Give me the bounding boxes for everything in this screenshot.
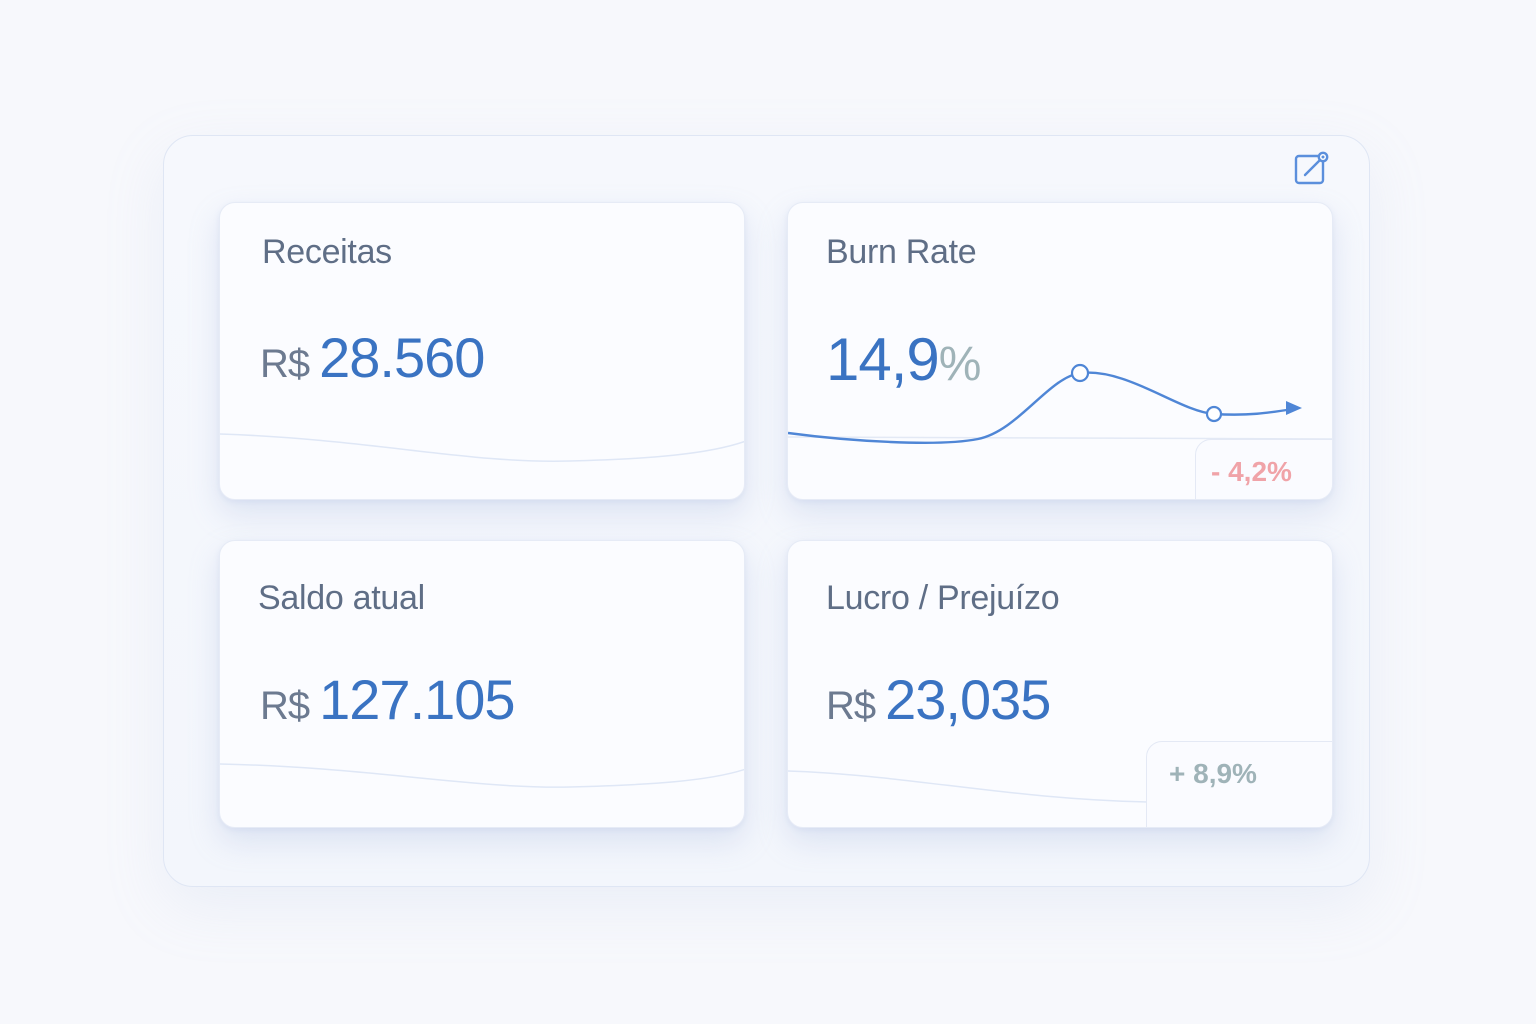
change-badge: - 4,2% [1195, 439, 1332, 499]
currency-label: R$ [826, 684, 876, 728]
card-value: 14,9 % [826, 325, 981, 394]
edit-square-icon [1294, 151, 1329, 185]
chart-point [1205, 405, 1223, 423]
edit-button[interactable] [1292, 150, 1330, 188]
currency-label: R$ [260, 342, 310, 386]
card-lucro-prejuizo[interactable]: Lucro / Prejuízo R$ 23,035 + 8,9% [787, 540, 1333, 828]
change-value: - 4,2% [1211, 456, 1292, 487]
wave-decoration [220, 433, 744, 462]
wave-decoration [220, 763, 744, 788]
card-value: R$ 28.560 [260, 325, 485, 390]
change-value: + 8,9% [1169, 758, 1257, 789]
value-unit: % [938, 338, 982, 391]
change-badge: + 8,9% [1146, 741, 1332, 827]
card-saldo-atual[interactable]: Saldo atual R$ 127.105 [219, 540, 745, 828]
value-number: 127.105 [319, 668, 515, 731]
card-title: Burn Rate [826, 233, 977, 271]
value-number: 28.560 [319, 326, 485, 389]
burn-rate-sparkline [788, 363, 1332, 444]
card-title: Saldo atual [258, 579, 425, 617]
arrow-right-icon [1286, 401, 1302, 415]
card-title: Receitas [262, 233, 392, 271]
chart-point [1070, 363, 1090, 383]
value-number: 14,9 [826, 326, 940, 393]
card-value: R$ 127.105 [260, 667, 516, 732]
currency-label: R$ [260, 684, 310, 728]
card-receitas[interactable]: Receitas R$ 28.560 [219, 202, 745, 500]
wave-decoration [788, 770, 1149, 803]
card-value: R$ 23,035 [826, 667, 1051, 732]
value-number: 23,035 [885, 668, 1051, 731]
card-burn-rate[interactable]: Burn Rate 14,9 % - 4,2% [787, 202, 1333, 500]
card-title: Lucro / Prejuízo [826, 579, 1060, 617]
